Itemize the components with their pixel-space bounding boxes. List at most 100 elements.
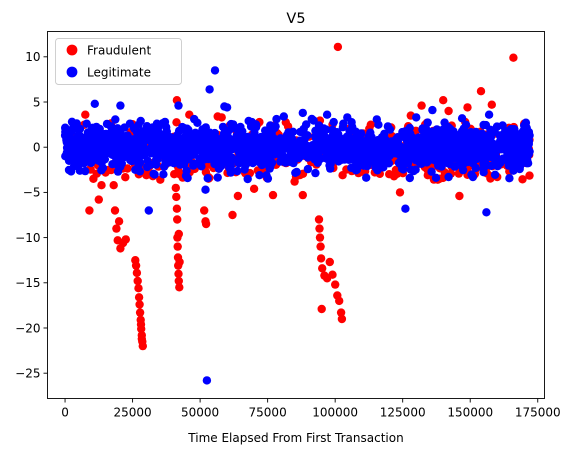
point-legitimate (210, 66, 220, 75)
point-fraudulent (131, 261, 141, 270)
point-legitimate (307, 114, 316, 124)
point-legitimate (488, 139, 497, 149)
point-legitimate (328, 125, 337, 135)
point-legitimate (174, 126, 184, 136)
point-fraudulent (136, 320, 146, 329)
point-legitimate (365, 152, 374, 161)
point-legitimate (169, 159, 179, 168)
point-legitimate (116, 141, 125, 150)
point-legitimate (98, 163, 108, 173)
point-legitimate (375, 153, 384, 163)
point-legitimate (322, 110, 332, 119)
point-fraudulent (94, 195, 104, 204)
point-fraudulent (133, 276, 142, 286)
point-legitimate (298, 137, 307, 146)
point-fraudulent (444, 106, 453, 116)
y-tick-label: 0 (33, 141, 41, 155)
point-legitimate (428, 105, 437, 115)
point-legitimate (170, 139, 179, 148)
point-fraudulent (135, 308, 145, 317)
point-fraudulent (337, 314, 347, 324)
point-fraudulent (109, 181, 118, 190)
point-legitimate (501, 133, 511, 142)
point-fraudulent (174, 269, 183, 278)
legend-label-fraudulent: Fraudulent (87, 44, 151, 58)
point-legitimate (362, 173, 371, 182)
y-tick-label: −5 (23, 186, 41, 200)
point-legitimate (480, 148, 489, 157)
point-legitimate (94, 143, 103, 152)
y-tick-label: −25 (15, 366, 40, 380)
point-fraudulent (172, 204, 182, 213)
point-legitimate (243, 132, 253, 142)
point-legitimate (352, 165, 362, 174)
point-fraudulent (385, 170, 394, 179)
point-legitimate (440, 147, 449, 157)
point-fraudulent (81, 110, 90, 119)
point-legitimate (448, 141, 457, 151)
point-legitimate (232, 132, 242, 141)
point-legitimate (444, 172, 453, 182)
point-legitimate (210, 146, 219, 156)
point-legitimate (193, 118, 202, 128)
x-tick-label: 175000 (515, 406, 561, 420)
point-legitimate (109, 128, 118, 137)
point-legitimate (111, 115, 120, 124)
point-fraudulent (121, 235, 130, 244)
point-fraudulent (228, 210, 237, 220)
point-legitimate (293, 150, 302, 159)
point-legitimate (461, 120, 471, 129)
point-legitimate (189, 161, 198, 170)
point-fraudulent (114, 217, 124, 226)
point-legitimate (144, 206, 153, 215)
point-legitimate (66, 167, 76, 176)
point-fraudulent (173, 242, 182, 251)
point-legitimate (233, 166, 242, 176)
point-legitimate (520, 121, 529, 130)
point-fraudulent (331, 280, 340, 289)
point-legitimate (317, 130, 326, 140)
point-fraudulent (298, 190, 307, 200)
point-legitimate (349, 155, 358, 164)
point-fraudulent (175, 283, 184, 292)
point-legitimate (314, 121, 324, 130)
point-legitimate (523, 159, 533, 168)
point-fraudulent (395, 188, 405, 197)
point-legitimate (182, 124, 192, 133)
point-fraudulent (174, 229, 183, 239)
point-legitimate (187, 133, 196, 142)
point-legitimate (89, 133, 99, 143)
point-legitimate (356, 131, 365, 140)
point-fraudulent (171, 183, 180, 193)
point-legitimate (316, 154, 325, 163)
point-legitimate (521, 152, 530, 161)
point-fraudulent (138, 341, 147, 351)
point-legitimate (505, 174, 514, 183)
point-legitimate (224, 154, 233, 163)
y-tick-label: −10 (15, 231, 40, 245)
point-fraudulent (172, 192, 181, 202)
point-legitimate (405, 173, 414, 183)
point-legitimate (194, 129, 204, 139)
point-fraudulent (121, 173, 130, 182)
point-legitimate (457, 114, 467, 123)
point-fraudulent (112, 224, 121, 233)
point-legitimate (498, 121, 507, 130)
point-legitimate (440, 118, 449, 127)
point-legitimate (450, 162, 459, 171)
point-legitimate (226, 124, 235, 134)
point-legitimate (524, 139, 533, 149)
point-legitimate (436, 156, 445, 166)
point-legitimate (525, 131, 534, 140)
point-legitimate (221, 131, 230, 140)
point-legitimate (509, 128, 518, 137)
point-legitimate (116, 101, 125, 110)
point-fraudulent (316, 242, 325, 251)
point-legitimate (272, 140, 281, 149)
legend-box (55, 38, 182, 85)
point-legitimate (87, 152, 97, 162)
point-legitimate (482, 208, 491, 217)
point-legitimate (151, 147, 160, 156)
point-legitimate (81, 140, 91, 149)
point-legitimate (108, 160, 117, 169)
